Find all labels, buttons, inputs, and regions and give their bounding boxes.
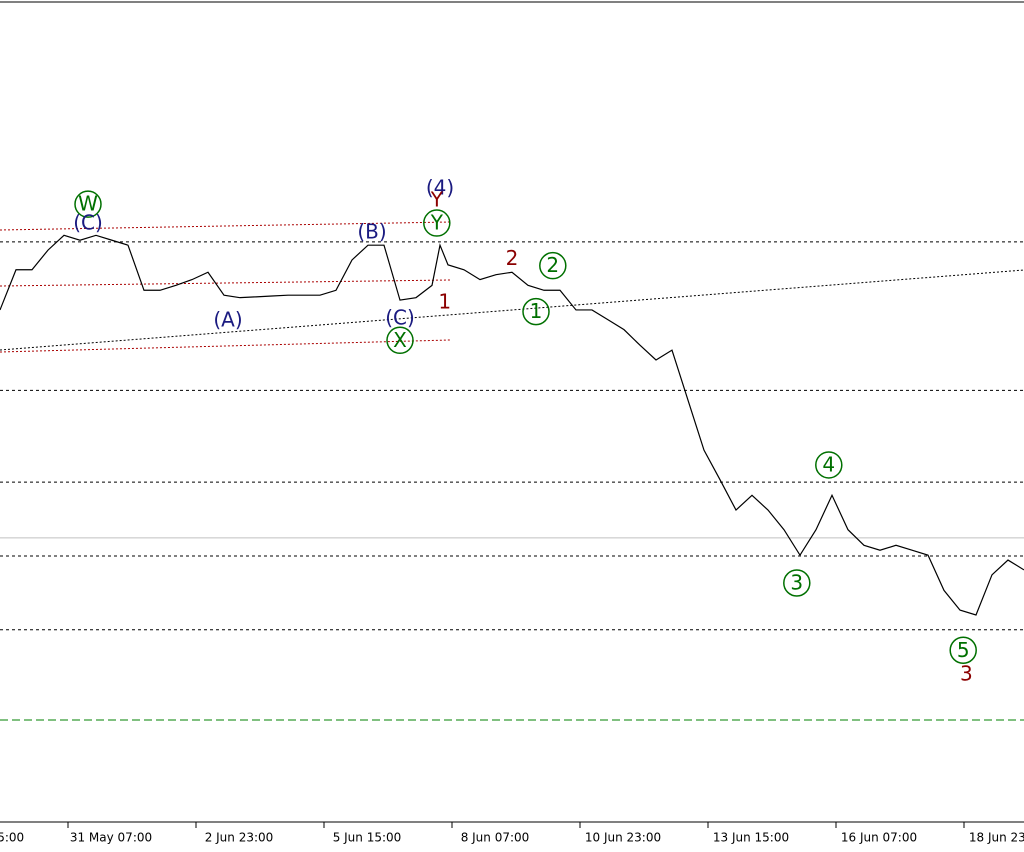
x-tick-label: 16 Jun 07:00: [841, 831, 917, 845]
wave-label: (C): [385, 306, 415, 330]
wave-label: 1: [438, 289, 451, 313]
wave-label: Y: [430, 188, 444, 212]
channel-line: [0, 279, 451, 287]
wave-circle: [74, 190, 102, 218]
x-tick-label: 28 May 15:00: [0, 831, 24, 845]
trend-line: [0, 339, 451, 353]
channel-line: [0, 221, 451, 231]
wave-label: 1: [530, 299, 543, 323]
wave-circle: [783, 569, 811, 597]
wave-label: 2: [506, 246, 519, 270]
wave-label: 5: [957, 638, 970, 662]
x-tick-label: 31 May 07:00: [70, 831, 152, 845]
wave-label: (C): [73, 211, 103, 235]
wave-label: (4): [426, 175, 454, 199]
x-tick-label: 5 Jun 15:00: [333, 831, 402, 845]
wave-circle: [949, 636, 977, 665]
x-tick-label: 10 Jun 23:00: [585, 831, 661, 845]
wave-label: 2: [546, 253, 559, 277]
wave-circle: [815, 451, 843, 479]
wave-label: Y: [430, 211, 444, 235]
wave-circle: [386, 326, 414, 355]
x-tick-label: 13 Jun 15:00: [713, 831, 789, 845]
price-line: [0, 234, 1024, 616]
x-tick-label: 2 Jun 23:00: [205, 831, 274, 845]
x-tick-label: 18 Jun 23:00: [969, 831, 1024, 845]
wave-label: (A): [213, 307, 242, 331]
wave-label: W: [78, 192, 98, 216]
wave-circle: [522, 297, 550, 326]
wave-label: 3: [960, 662, 973, 686]
trend-line: [0, 269, 1024, 351]
wave-label: 3: [790, 571, 803, 595]
wave-circle: [423, 209, 451, 237]
wave-label: 4: [822, 452, 835, 476]
wave-circle: [539, 251, 567, 280]
wave-label: X: [393, 328, 407, 352]
wave-label: (B): [357, 220, 386, 244]
x-tick-label: 8 Jun 07:00: [461, 831, 530, 845]
